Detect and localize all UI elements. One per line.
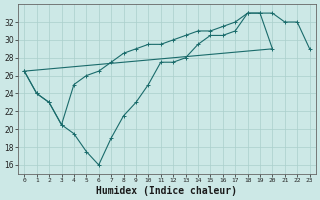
X-axis label: Humidex (Indice chaleur): Humidex (Indice chaleur) [96,186,237,196]
